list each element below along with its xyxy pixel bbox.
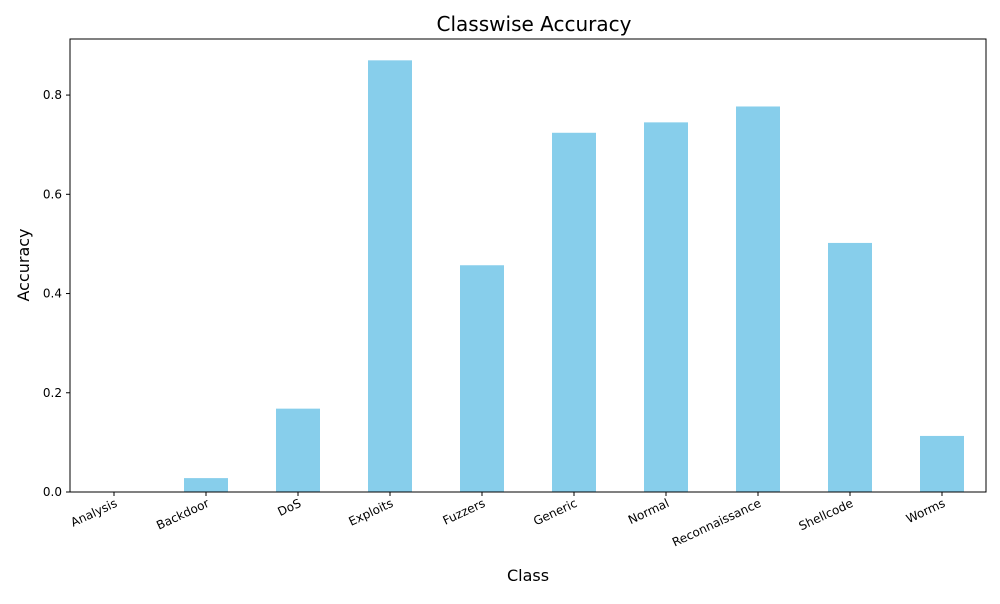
- x-tick-label: Fuzzers: [441, 496, 488, 528]
- bar-normal: [644, 122, 688, 493]
- y-axis-label: Accuracy: [14, 228, 33, 301]
- bar-shellcode: [828, 242, 872, 492]
- x-tick-label: Exploits: [346, 496, 395, 529]
- chart-title: Classwise Accuracy: [437, 12, 632, 36]
- x-tick-label: Backdoor: [154, 496, 211, 533]
- x-tick-label: Analysis: [69, 496, 120, 530]
- bar-backdoor: [184, 478, 228, 492]
- x-tick-label: Shellcode: [797, 496, 856, 533]
- x-tick-label: DoS: [275, 496, 303, 519]
- axes-group: [69, 38, 987, 493]
- x-tick-label: Reconnaissance: [670, 496, 763, 549]
- bar-generic: [552, 132, 596, 493]
- bar-reconnaissance: [736, 106, 780, 493]
- bar-exploits: [368, 60, 412, 493]
- y-ticks-group: 0.0 0.2 0.4 0.6 0.8: [43, 88, 70, 499]
- y-tick-label: 0.0: [43, 485, 62, 499]
- bar-fuzzers: [460, 265, 504, 492]
- x-tick-label: Worms: [904, 496, 947, 526]
- x-axis-label: Class: [507, 566, 549, 585]
- bar-dos: [276, 408, 320, 492]
- x-tick-label: Generic: [531, 496, 579, 528]
- y-tick-label: 0.6: [43, 187, 62, 201]
- x-ticks-group: Analysis Backdoor DoS Exploits Fuzzers Generi…: [69, 492, 947, 549]
- y-tick-label: 0.8: [43, 88, 62, 102]
- x-tick-label: Normal: [626, 496, 671, 527]
- bar-worms: [920, 435, 964, 492]
- plot-frame: [69, 38, 987, 493]
- y-tick-label: 0.4: [43, 287, 62, 301]
- y-tick-label: 0.2: [43, 386, 62, 400]
- bars-group: [184, 60, 964, 493]
